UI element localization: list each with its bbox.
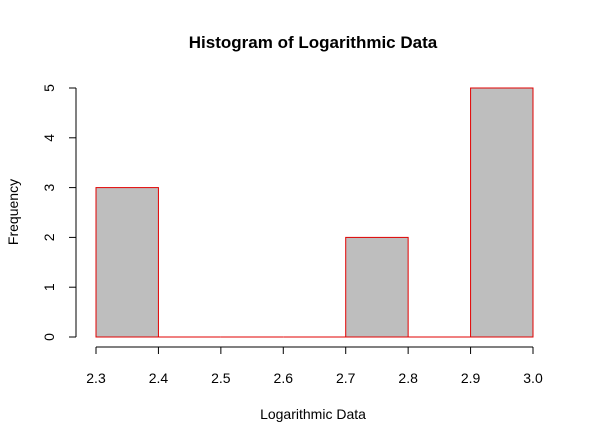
histogram-bar-0 [95,187,159,338]
y-tick-label-5: 5 [41,84,57,92]
x-axis-title: Logarithmic Data [260,406,366,422]
x-tick-label-6: 2.9 [461,370,481,386]
x-tick-label-5: 2.8 [398,370,418,386]
y-tick-label-1: 1 [41,283,57,291]
histogram-bar-6 [470,87,534,338]
y-tick-label-3: 3 [41,183,57,191]
x-tick-label-0: 2.3 [86,370,106,386]
x-tick-label-2: 2.5 [211,370,231,386]
y-axis-title: Frequency [5,179,21,245]
x-axis: 2.3 2.4 2.5 2.6 2.7 2.8 2.9 3.0 [86,346,543,386]
histogram-bar-4 [345,236,409,338]
x-tick-label-1: 2.4 [149,370,169,386]
bars-group [95,87,534,338]
x-tick-label-4: 2.7 [336,370,356,386]
y-axis: 0 1 2 3 4 5 [41,84,77,341]
chart-title: Histogram of Logarithmic Data [189,33,438,52]
y-tick-label-2: 2 [41,233,57,241]
x-tick-label-3: 2.6 [274,370,294,386]
y-tick-label-0: 0 [41,333,57,341]
y-tick-label-4: 4 [41,134,57,142]
x-tick-label-7: 3.0 [523,370,543,386]
